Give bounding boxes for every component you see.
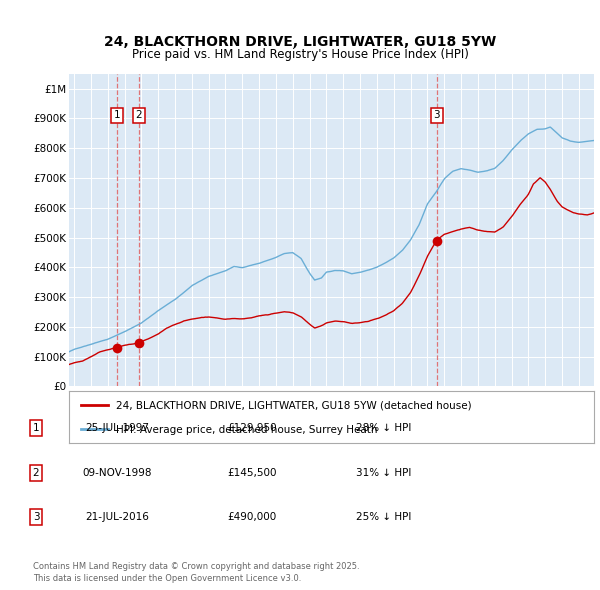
Text: 1: 1 <box>114 110 121 120</box>
Text: 25-JUL-1997: 25-JUL-1997 <box>85 424 149 433</box>
Text: £145,500: £145,500 <box>227 468 277 477</box>
Text: 31% ↓ HPI: 31% ↓ HPI <box>356 468 412 477</box>
Text: 2: 2 <box>136 110 142 120</box>
Text: £490,000: £490,000 <box>227 512 277 522</box>
Text: HPI: Average price, detached house, Surrey Heath: HPI: Average price, detached house, Surr… <box>116 425 378 434</box>
Text: 24, BLACKTHORN DRIVE, LIGHTWATER, GU18 5YW: 24, BLACKTHORN DRIVE, LIGHTWATER, GU18 5… <box>104 35 496 50</box>
Text: 24, BLACKTHORN DRIVE, LIGHTWATER, GU18 5YW (detached house): 24, BLACKTHORN DRIVE, LIGHTWATER, GU18 5… <box>116 401 472 411</box>
Text: 25% ↓ HPI: 25% ↓ HPI <box>356 512 412 522</box>
Text: Price paid vs. HM Land Registry's House Price Index (HPI): Price paid vs. HM Land Registry's House … <box>131 48 469 61</box>
Text: 21-JUL-2016: 21-JUL-2016 <box>85 512 149 522</box>
Text: 3: 3 <box>32 512 40 522</box>
Text: Contains HM Land Registry data © Crown copyright and database right 2025.
This d: Contains HM Land Registry data © Crown c… <box>33 562 359 583</box>
Text: £129,950: £129,950 <box>227 424 277 433</box>
Text: 2: 2 <box>32 468 40 477</box>
Text: 3: 3 <box>433 110 440 120</box>
Text: 09-NOV-1998: 09-NOV-1998 <box>82 468 152 477</box>
Text: 1: 1 <box>32 424 40 433</box>
Text: 28% ↓ HPI: 28% ↓ HPI <box>356 424 412 433</box>
